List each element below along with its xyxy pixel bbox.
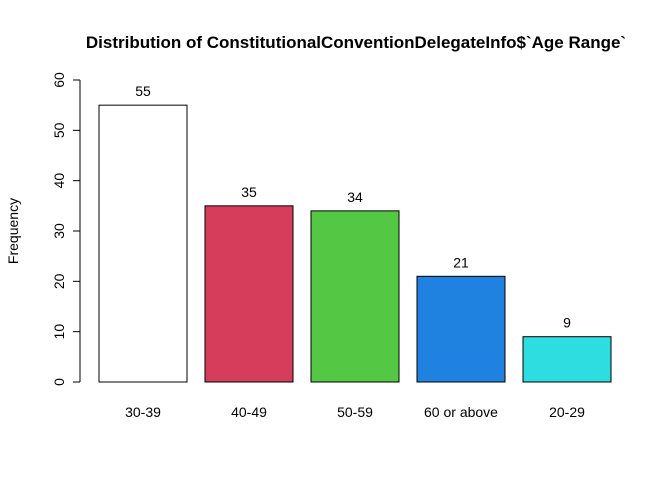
bar bbox=[310, 210, 400, 383]
x-axis-labels: 30-39 40-49 50-59 60 or above 20-29 bbox=[125, 404, 585, 420]
data-label: 35 bbox=[241, 184, 257, 200]
x-tick-label: 60 or above bbox=[424, 404, 498, 420]
y-tick-label: 60 bbox=[51, 72, 67, 88]
y-axis: 0 10 20 30 40 50 60 bbox=[51, 72, 81, 386]
bar bbox=[416, 275, 506, 383]
y-tick-label: 30 bbox=[51, 223, 67, 239]
data-label: 34 bbox=[347, 189, 363, 205]
x-tick-label: 40-49 bbox=[231, 404, 267, 420]
y-tick-label: 50 bbox=[51, 122, 67, 138]
y-tick-label: 40 bbox=[51, 173, 67, 189]
x-tick-label: 30-39 bbox=[125, 404, 161, 420]
data-label: 21 bbox=[453, 254, 469, 270]
data-label: 9 bbox=[563, 315, 571, 331]
bar bbox=[522, 336, 612, 383]
bars bbox=[98, 104, 612, 383]
y-axis-label: Frequency bbox=[5, 198, 21, 264]
y-tick-label: 0 bbox=[51, 378, 67, 386]
y-tick-label: 10 bbox=[51, 324, 67, 340]
chart-title: Distribution of ConstitutionalConvention… bbox=[86, 33, 626, 52]
bar bbox=[204, 205, 294, 383]
data-label: 55 bbox=[135, 83, 151, 99]
data-labels: 55 35 34 21 9 bbox=[135, 83, 571, 331]
y-tick-label: 20 bbox=[51, 273, 67, 289]
x-tick-label: 50-59 bbox=[337, 404, 373, 420]
x-tick-label: 20-29 bbox=[549, 404, 585, 420]
bar bbox=[98, 104, 188, 383]
